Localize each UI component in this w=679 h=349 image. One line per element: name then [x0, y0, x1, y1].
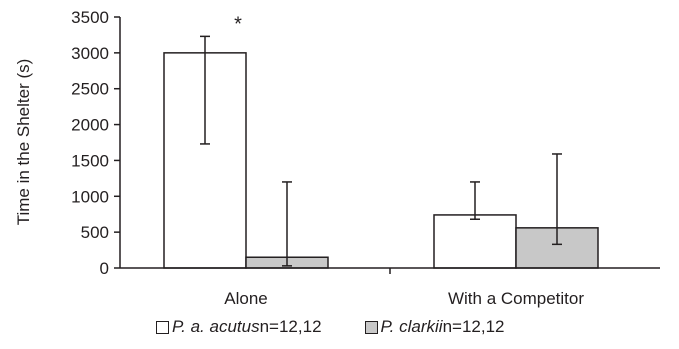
error-bars	[200, 35, 562, 267]
y-tick-label: 3500	[71, 8, 109, 27]
legend-swatch-p-a-acutus	[156, 320, 169, 334]
y-tick-label: 2000	[71, 116, 109, 135]
category-label: Alone	[224, 289, 267, 308]
legend-item-p-a-acutus: P. a. acutus n=12,12	[156, 317, 322, 337]
bar	[433, 214, 517, 269]
y-tick-label: 500	[81, 223, 109, 242]
y-tick-label: 2500	[71, 80, 109, 99]
annotations: *	[234, 13, 242, 35]
legend-series-n: n=12,12	[442, 317, 505, 336]
legend-item-p-clarkii: P. clarkii n=12,12	[364, 317, 505, 337]
y-axis-ticks: 0 500 1000 1500 2000 2500 3000 3500	[71, 8, 120, 278]
legend-series-n: n=12,12	[259, 317, 322, 336]
category-label: With a Competitor	[448, 289, 584, 308]
legend-series-name: P. a. acutus	[172, 317, 260, 336]
y-tick-label: 3000	[71, 44, 109, 63]
y-tick-label: 1500	[71, 151, 109, 170]
category-labels: Alone With a Competitor	[224, 268, 584, 308]
y-tick-label: 1000	[71, 187, 109, 206]
y-tick-label: 0	[100, 259, 109, 278]
y-axis-label: Time in the Shelter (s)	[14, 59, 33, 226]
legend-swatch-p-clarkii	[364, 320, 378, 334]
significance-annotation: *	[234, 13, 242, 35]
legend: P. a. acutus n=12,12 P. clarkii n=12,12	[156, 314, 548, 340]
bars	[163, 52, 599, 269]
legend-series-name: P. clarkii	[380, 317, 443, 336]
